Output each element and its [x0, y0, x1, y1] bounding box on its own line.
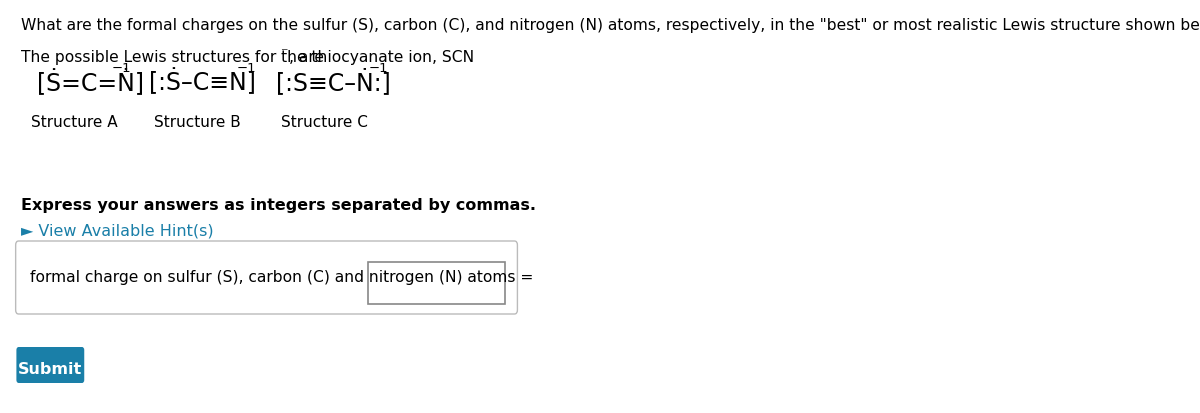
Text: The possible Lewis structures for the thiocyanate ion, SCN: The possible Lewis structures for the th…	[20, 50, 474, 65]
Text: formal charge on sulfur (S), carbon (C) and nitrogen (N) atoms =: formal charge on sulfur (S), carbon (C) …	[30, 270, 533, 285]
Text: [Ṡ=C=Ṅ]: [Ṡ=C=Ṅ]	[37, 68, 144, 95]
Text: What are the formal charges on the sulfur (S), carbon (C), and nitrogen (N) atom: What are the formal charges on the sulfu…	[20, 18, 1200, 33]
FancyBboxPatch shape	[16, 241, 517, 314]
Text: −1: −1	[368, 62, 388, 75]
Text: [:Ṡ–C≡N]: [:Ṡ–C≡N]	[149, 68, 256, 95]
Text: ⁻: ⁻	[281, 46, 288, 60]
FancyBboxPatch shape	[367, 262, 505, 304]
Text: , are: , are	[289, 50, 324, 65]
Text: Submit: Submit	[18, 362, 82, 377]
Text: −1: −1	[238, 62, 257, 75]
Text: Express your answers as integers separated by commas.: Express your answers as integers separat…	[20, 198, 536, 213]
Text: ► View Available Hint(s): ► View Available Hint(s)	[20, 224, 214, 239]
Text: [:S≡C–Ṅ:]: [:S≡C–Ṅ:]	[276, 68, 391, 95]
Text: −1: −1	[112, 62, 132, 75]
FancyBboxPatch shape	[17, 347, 84, 383]
Text: Structure A: Structure A	[31, 115, 118, 130]
Text: Structure C: Structure C	[281, 115, 367, 130]
Text: Structure B: Structure B	[154, 115, 241, 130]
